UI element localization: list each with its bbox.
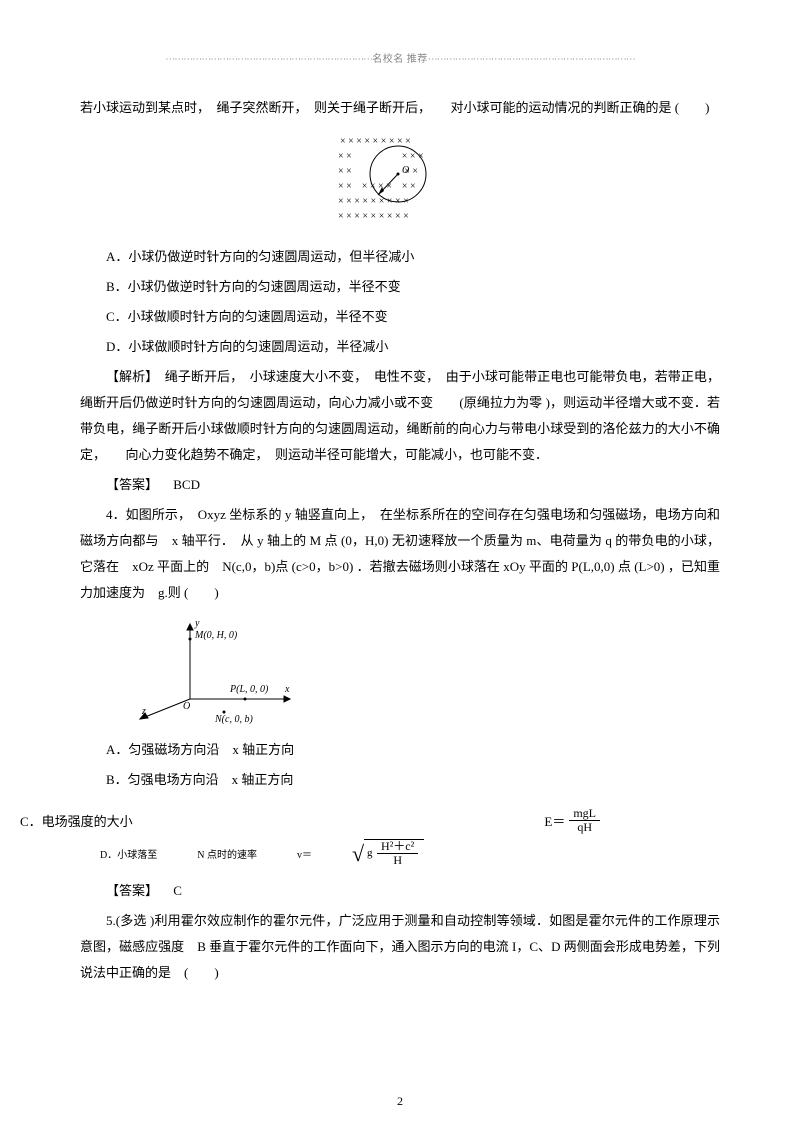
- svg-text:z: z: [141, 706, 146, 717]
- q4-opt-c: C．电场强度的大小 E＝ mgL qH: [20, 807, 720, 833]
- q3-intro: 若小球运动到某点时， 绳子突然断开， 则关于绳子断开后， 对小球可能的运动情况的…: [80, 95, 720, 121]
- header-brand: 名校名 推荐: [372, 54, 428, 65]
- optc-fraction: mgL qH: [569, 807, 600, 833]
- q5-stem: 5.(多选 )利用霍尔效应制作的霍尔元件，广泛应用于测量和自动控制等领域．如图是…: [80, 908, 720, 986]
- q3-answer-line: 【答案】 BCD: [80, 472, 720, 498]
- q4-stem: 4．如图所示， Oxyz 坐标系的 y 轴竖直向上， 在坐标系所在的空间存在匀强…: [80, 502, 720, 606]
- q4-opt-b: B．匀强电场方向沿 x 轴正方向: [80, 767, 720, 793]
- q4-opt-d: D．小球落至 N 点时的速率 v＝ √ g H²＋c² H: [80, 839, 720, 868]
- svg-text:O: O: [183, 701, 190, 712]
- optc-prefix: C．电场强度的大小: [20, 811, 133, 830]
- label-O: O: [402, 165, 409, 176]
- q3-analysis: 【解析】 绳子断开后， 小球速度大小不变， 电性不变， 由于小球可能带正电也可能…: [80, 364, 720, 468]
- svg-text:N(c, 0, b): N(c, 0, b): [214, 714, 253, 724]
- svg-text:M(0, H, 0): M(0, H, 0): [194, 630, 238, 641]
- optd-prefix: D．小球落至: [100, 846, 157, 861]
- svg-text:x: x: [284, 684, 290, 695]
- svg-text:y: y: [194, 618, 200, 629]
- optd-v: v＝: [297, 846, 312, 861]
- q4-figure: M(0, H, 0) O P(L, 0, 0) x y z N(c, 0, b): [120, 614, 720, 729]
- optd-mid: N 点时的速率: [197, 846, 257, 861]
- q4-answer-line: 【答案】 C: [80, 878, 720, 904]
- q3-opt-c: C．小球做顺时针方向的匀速圆周运动，半径不变: [80, 304, 720, 330]
- q4-answer: C: [173, 883, 182, 898]
- answer-label: 【答案】: [106, 883, 158, 898]
- sqrt-expression: √ g H²＋c² H: [352, 839, 424, 868]
- q4-opt-a: A．匀强磁场方向沿 x 轴正方向: [80, 737, 720, 763]
- q3-opt-b: B．小球仍做逆时针方向的匀速圆周运动，半径不变: [80, 274, 720, 300]
- q3-figure: × × × × × × × × × × × × × × × × × × × × …: [80, 129, 720, 234]
- page-number: 2: [0, 1094, 800, 1109]
- svg-text:× × × × × × × × ×: × × × × × × × × ×: [340, 136, 411, 147]
- svg-text:× × × × × × × ×: × × × × × × × ×: [338, 181, 416, 192]
- svg-text:P(L, 0, 0): P(L, 0, 0): [229, 684, 269, 695]
- answer-label: 【答案】: [106, 477, 158, 492]
- svg-text:× × × × ×: × × × × ×: [338, 151, 424, 162]
- q3-opt-d: D．小球做顺时针方向的匀速圆周运动，半径减小: [80, 334, 720, 360]
- q3-answer: BCD: [173, 477, 200, 492]
- q3-opt-a: A．小球仍做逆时针方向的匀速圆周运动，但半径减小: [80, 244, 720, 270]
- optc-e: E＝: [544, 811, 565, 830]
- svg-text:× × × × × × × × ×: × × × × × × × × ×: [338, 211, 409, 222]
